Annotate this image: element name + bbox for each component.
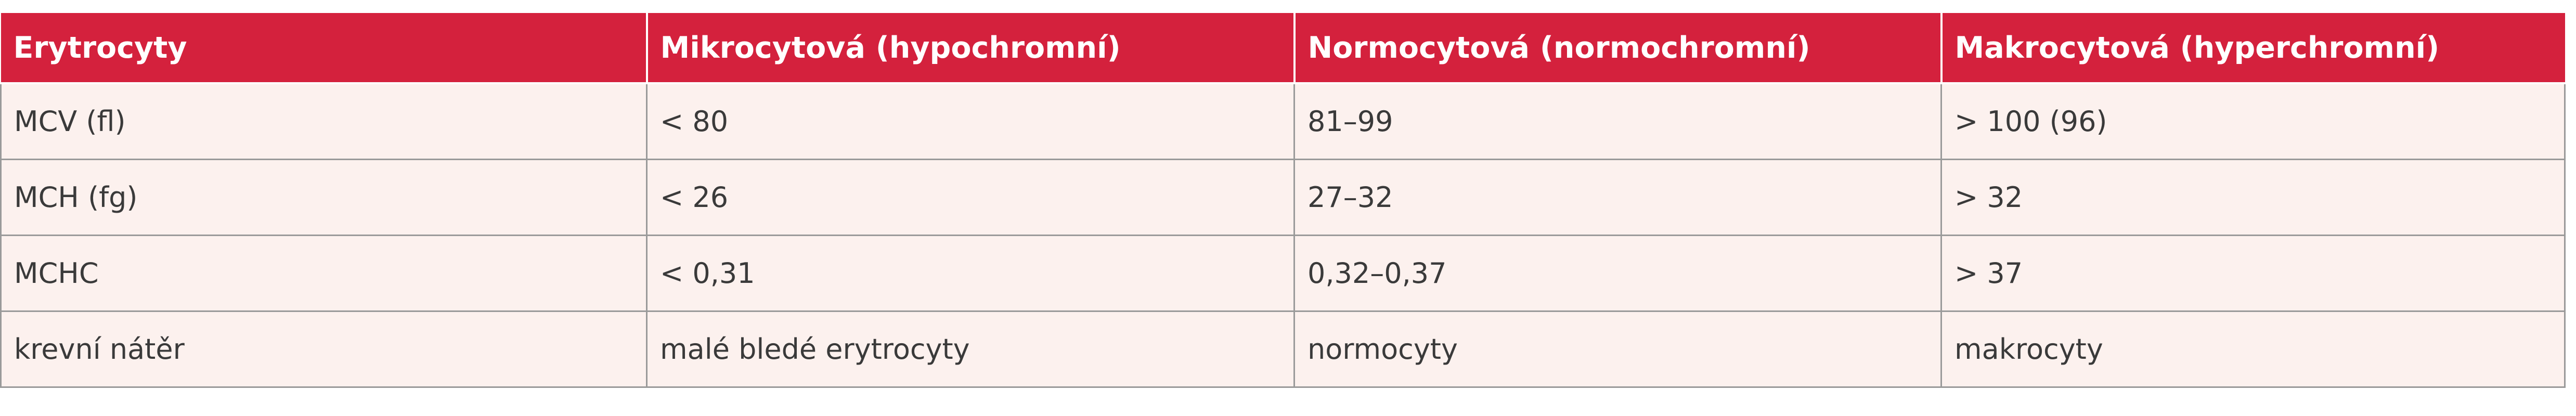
table-row: MCH (fg) < 26 27–32 > 32 xyxy=(0,159,2566,236)
table-cell: 0,32–0,37 xyxy=(1293,235,1942,312)
table-cell: MCH (fg) xyxy=(0,159,648,236)
table-cell: > 32 xyxy=(1940,159,2566,236)
data-table: Erytrocyty Mikrocytová (hypochromní) Normo… xyxy=(0,13,2566,388)
table-row: MCV (fl) < 80 81–99 > 100 (96) xyxy=(0,82,2566,160)
table-cell: normocyty xyxy=(1293,310,1942,388)
header-cell: Makrocytová (hyperchromní) xyxy=(1940,13,2565,84)
table-cell: makrocyty xyxy=(1940,310,2566,388)
table-row: krevní nátěr malé bledé erytrocyty normocy… xyxy=(0,310,2566,388)
table-body: MCV (fl) < 80 81–99 > 100 (96) MCH (fg) < 26 2… xyxy=(0,82,2566,388)
table-cell: < 80 xyxy=(646,82,1295,160)
table-row: MCHC < 0,31 0,32–0,37 > 37 xyxy=(0,235,2566,312)
table-cell: 27–32 xyxy=(1293,159,1942,236)
header-cell: Normocytová (normochromní) xyxy=(1293,13,1941,84)
table-cell: krevní nátěr xyxy=(0,310,648,388)
table-cell: < 0,31 xyxy=(646,235,1295,312)
header-cell: Erytrocyty xyxy=(1,13,647,84)
header-cell: Mikrocytová (hypochromní) xyxy=(645,13,1295,84)
table-cell: < 26 xyxy=(646,159,1295,236)
table-cell: malé bledé erytrocyty xyxy=(646,310,1295,388)
table-cell: MCHC xyxy=(0,235,648,312)
table-cell: 81–99 xyxy=(1293,82,1942,160)
table-cell: MCV (fl) xyxy=(0,82,648,160)
header-row: Erytrocyty Mikrocytová (hypochromní) Normo… xyxy=(1,13,2565,84)
table-cell: > 100 (96) xyxy=(1940,82,2566,160)
table-cell: > 37 xyxy=(1940,235,2566,312)
